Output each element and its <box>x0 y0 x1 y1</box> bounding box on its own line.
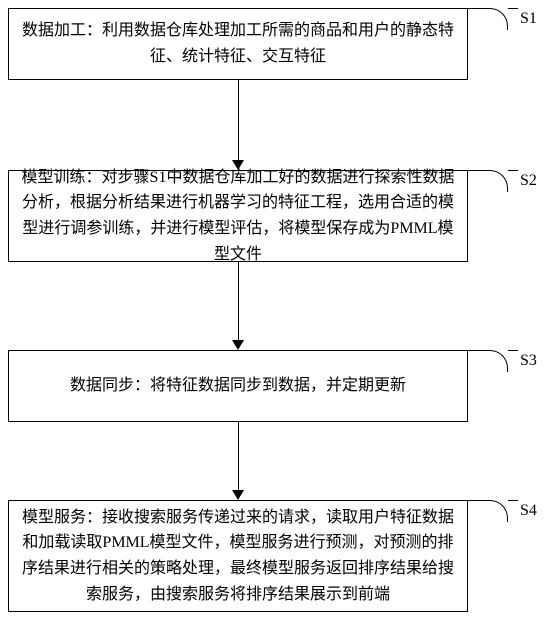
flow-node-text: 模型训练：对步骤S1中数据仓库加工好的数据进行探索性数据分析，根据分析结果进行机… <box>19 165 457 267</box>
flow-arrow-line <box>238 422 239 490</box>
callout-lead-s1 <box>508 8 518 9</box>
callout-curve-s1 <box>468 8 508 30</box>
callout-curve-s2 <box>468 170 508 192</box>
callout-label-s1: S1 <box>520 10 537 28</box>
flow-node-text: 数据同步：将特征数据同步到数据，并定期更新 <box>70 373 406 399</box>
flow-node-s4: 模型服务：接收搜索服务传递过来的请求，读取用户特征数据和加载读取PMML模型文件… <box>8 500 468 612</box>
callout-label-s4: S4 <box>520 502 537 520</box>
flow-arrow-head <box>232 490 244 500</box>
flow-arrow-line <box>238 80 239 160</box>
callout-lead-s4 <box>508 500 518 501</box>
flow-node-s1: 数据加工：利用数据仓库处理加工所需的商品和用户的静态特征、统计特征、交互特征 <box>8 8 468 80</box>
callout-lead-s3 <box>508 350 518 351</box>
flow-arrow-line <box>238 262 239 340</box>
flow-node-text: 数据加工：利用数据仓库处理加工所需的商品和用户的静态特征、统计特征、交互特征 <box>19 18 457 69</box>
flow-node-s2: 模型训练：对步骤S1中数据仓库加工好的数据进行探索性数据分析，根据分析结果进行机… <box>8 170 468 262</box>
flow-node-text: 模型服务：接收搜索服务传递过来的请求，读取用户特征数据和加载读取PMML模型文件… <box>19 505 457 607</box>
callout-curve-s3 <box>468 350 508 372</box>
callout-lead-s2 <box>508 170 518 171</box>
flow-arrow-head <box>232 340 244 350</box>
flow-node-s3: 数据同步：将特征数据同步到数据，并定期更新 <box>8 350 468 422</box>
callout-label-s2: S2 <box>520 172 537 190</box>
callout-label-s3: S3 <box>520 352 537 370</box>
callout-curve-s4 <box>468 500 508 522</box>
